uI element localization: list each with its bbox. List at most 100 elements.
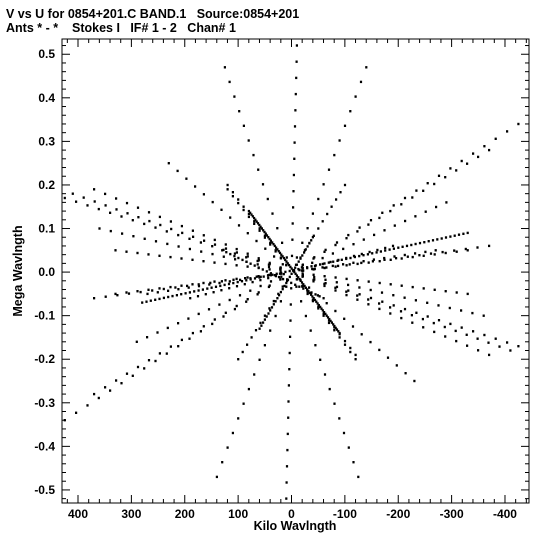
uv-point [297, 267, 300, 271]
uv-point [166, 242, 169, 246]
uv-point [289, 303, 292, 306]
uv-point [372, 258, 375, 261]
uv-point [427, 240, 430, 243]
uv-point [209, 281, 212, 285]
uv-point [506, 341, 509, 344]
uv-point [295, 263, 298, 266]
uv-point [180, 293, 183, 296]
uv-point [237, 201, 240, 205]
uv-point [276, 297, 279, 300]
uv-point [314, 344, 317, 347]
uv-point [224, 262, 227, 266]
uv-point [249, 289, 252, 292]
uv-point [323, 311, 326, 314]
x-tick-label: 200 [175, 507, 195, 521]
uv-point [289, 265, 292, 269]
uv-point [290, 281, 293, 285]
uv-point [443, 325, 446, 329]
uv-point [215, 475, 218, 479]
uv-point [465, 333, 468, 336]
uv-point [324, 282, 327, 285]
y-tick-label: -0.1 [34, 309, 55, 323]
uv-point [316, 294, 319, 297]
chart-title-line-1: V vs U for 0854+201.C BAND.1 Source:0854… [6, 7, 300, 21]
uv-point [422, 254, 425, 257]
uv-point [256, 259, 259, 263]
uv-point [321, 256, 324, 260]
uv-point [317, 197, 320, 201]
uv-point [131, 219, 134, 222]
uv-point [270, 306, 274, 309]
uv-point [154, 298, 157, 301]
uv-point [63, 196, 66, 200]
uv-point [455, 169, 458, 172]
uv-point [426, 301, 429, 304]
uv-point [403, 307, 407, 311]
uv-point [476, 246, 479, 249]
uv-point [494, 337, 497, 340]
uv-point [202, 234, 205, 237]
x-tick-label: -400 [493, 507, 517, 521]
uv-point [431, 239, 435, 242]
uv-point [311, 212, 314, 215]
y-tick-label: -0.5 [34, 483, 55, 497]
uv-point [298, 285, 301, 288]
uv-point [345, 264, 348, 267]
uv-point [250, 336, 253, 339]
uv-point [147, 211, 151, 214]
uv-point [202, 325, 205, 328]
uv-point [313, 298, 317, 302]
uv-point [435, 205, 438, 209]
y-axis-label: Mega Wavlngth [11, 225, 25, 316]
uv-point [202, 281, 205, 285]
uv-point [121, 232, 124, 235]
y-tick-label: -0.2 [34, 352, 55, 366]
uv-point [433, 288, 436, 291]
uv-point [258, 227, 261, 230]
uv-point [444, 236, 448, 239]
uv-point [362, 260, 365, 263]
uv-point [238, 110, 241, 113]
uv-point [418, 241, 422, 245]
uv-point [171, 294, 174, 298]
uv-point [191, 258, 194, 261]
uv-point [321, 309, 324, 312]
uv-point [257, 168, 260, 171]
uv-point [268, 268, 271, 271]
uv-point [200, 250, 203, 253]
uv-point [229, 216, 232, 219]
uv-point [365, 66, 368, 69]
uv-point [337, 330, 340, 333]
uv-point [286, 432, 289, 436]
y-tick-label: 0.4 [38, 91, 55, 105]
y-tick-label: -0.4 [34, 439, 55, 453]
uv-point [433, 253, 436, 256]
uv-point [289, 335, 292, 338]
uv-point [167, 289, 170, 292]
uv-point [345, 293, 348, 297]
uv-point [146, 292, 149, 296]
uv-point [258, 223, 261, 227]
uv-point [228, 287, 231, 290]
uv-point [258, 276, 261, 279]
uv-point [169, 285, 172, 289]
uv-point [358, 293, 361, 296]
uv-point [180, 224, 183, 228]
uv-point [259, 321, 262, 325]
uv-point [328, 317, 331, 321]
uv-point [145, 300, 148, 303]
uv-point [301, 272, 304, 275]
uv-point [263, 236, 266, 239]
uv-point [300, 269, 303, 272]
uv-point [360, 261, 363, 265]
uv-point [340, 258, 343, 261]
uv-point [226, 188, 229, 191]
uv-point [362, 238, 365, 241]
uv-point [293, 157, 296, 160]
uv-point [167, 162, 170, 165]
uv-point [339, 191, 342, 194]
uv-point [104, 192, 107, 196]
uv-point [218, 303, 221, 306]
uv-point [260, 324, 263, 327]
uv-point [294, 109, 297, 112]
